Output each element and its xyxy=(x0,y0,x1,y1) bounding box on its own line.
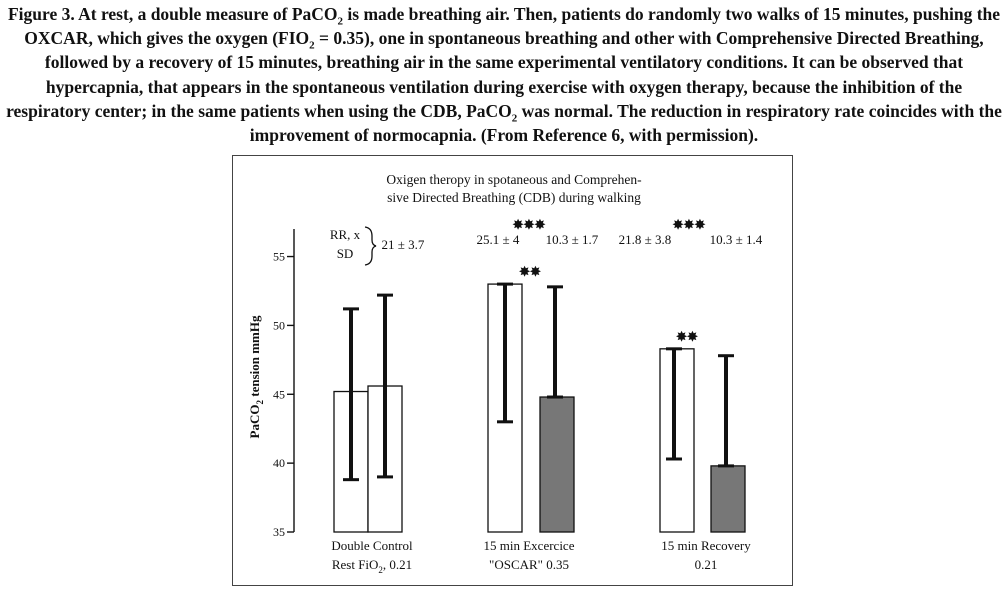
chart-frame: Oxigen theropy in spotaneous and Compreh… xyxy=(232,155,793,586)
group-label-control-rest: , 0.21 xyxy=(383,557,412,572)
chart-title-line-1: Oxigen theropy in spotaneous and Compreh… xyxy=(386,172,642,187)
rr-annotation: RR, x SD 21 ± 3.7 ✸✸✸ 25.1 ± 4 10.3 ± 1.… xyxy=(330,217,763,266)
bar-significance-stars: ✸✸ xyxy=(518,264,541,279)
group-label-exercise-line-1: 15 min Excercice xyxy=(484,538,575,553)
y-tick-label: 40 xyxy=(273,456,285,470)
y-axis-label: PaCO2 tension mmHg xyxy=(247,315,265,438)
rr-recovery-left: 21.8 ± 3.8 xyxy=(619,232,672,247)
y-axis: 35 40 45 50 55 xyxy=(273,229,295,539)
y-axis-label-rest: tension mmHg xyxy=(247,315,262,400)
y-tick-label: 55 xyxy=(273,250,285,264)
bar xyxy=(539,396,575,533)
bar-chart: Oxigen theropy in spotaneous and Compreh… xyxy=(247,172,763,575)
figure-caption: Figure 3. At rest, a double measure of P… xyxy=(6,2,1002,147)
group-label-control-sub: 2 xyxy=(378,565,383,575)
group-label-recovery-line-2: 0.21 xyxy=(695,557,718,572)
bar xyxy=(710,465,746,533)
svg-text:PaCO2 tension mmHg: PaCO2 tension mmHg xyxy=(247,315,265,438)
rr-exercise-right: 10.3 ± 1.7 xyxy=(546,232,599,247)
caption-text-4: was normal. The reduction in respiratory… xyxy=(249,100,1002,146)
rr-recovery-right: 10.3 ± 1.4 xyxy=(710,232,763,247)
x-axis-labels: Double Control Rest FiO2, 0.21 15 min Ex… xyxy=(331,538,751,575)
caption-text-2: is made breathing air. Then, patients do… xyxy=(24,4,1001,49)
rr-recovery-stars: ✸✸✸ xyxy=(672,217,706,232)
caption-label: Figure 3. xyxy=(7,4,75,24)
rr-brace xyxy=(364,226,377,266)
rr-label-line-1: RR, x xyxy=(330,227,361,242)
group-label-control-main: Rest FiO xyxy=(332,557,379,572)
rr-rest-value: 21 ± 3.7 xyxy=(382,237,425,252)
bar-significance-stars: ✸✸ xyxy=(675,329,698,344)
group-label-control-line-2: Rest FiO2, 0.21 xyxy=(332,557,412,575)
rr-label-line-2: SD xyxy=(337,246,354,261)
significance-stars-layer: ✸✸ ✸✸ xyxy=(518,264,698,344)
group-label-recovery-line-1: 15 min Recovery xyxy=(661,538,751,553)
bars-layer xyxy=(333,282,746,533)
y-tick-label: 35 xyxy=(273,525,285,539)
caption-subscript-3: 2 xyxy=(511,112,518,125)
y-axis-label-sub: 2 xyxy=(255,400,265,405)
group-label-control-line-1: Double Control xyxy=(331,538,413,553)
caption-subscript-1: 2 xyxy=(337,15,344,28)
caption-subscript-2: 2 xyxy=(309,39,315,52)
rr-exercise-left: 25.1 ± 4 xyxy=(477,232,520,247)
group-label-exercise-line-2: "OSCAR" 0.35 xyxy=(489,557,569,572)
caption-text-3: = 0.35), one in spontaneous breathing an… xyxy=(6,28,984,121)
bar xyxy=(659,348,695,533)
rr-exercise-stars: ✸✸✸ xyxy=(512,217,546,232)
y-axis-label-main: PaCO xyxy=(247,405,262,439)
y-tick-label: 50 xyxy=(273,318,285,332)
y-tick-label: 45 xyxy=(273,387,285,401)
chart-title-line-2: sive Directed Breathing (CDB) during wal… xyxy=(387,190,641,205)
caption-text-1: At rest, a double measure of PaCO xyxy=(74,4,338,24)
